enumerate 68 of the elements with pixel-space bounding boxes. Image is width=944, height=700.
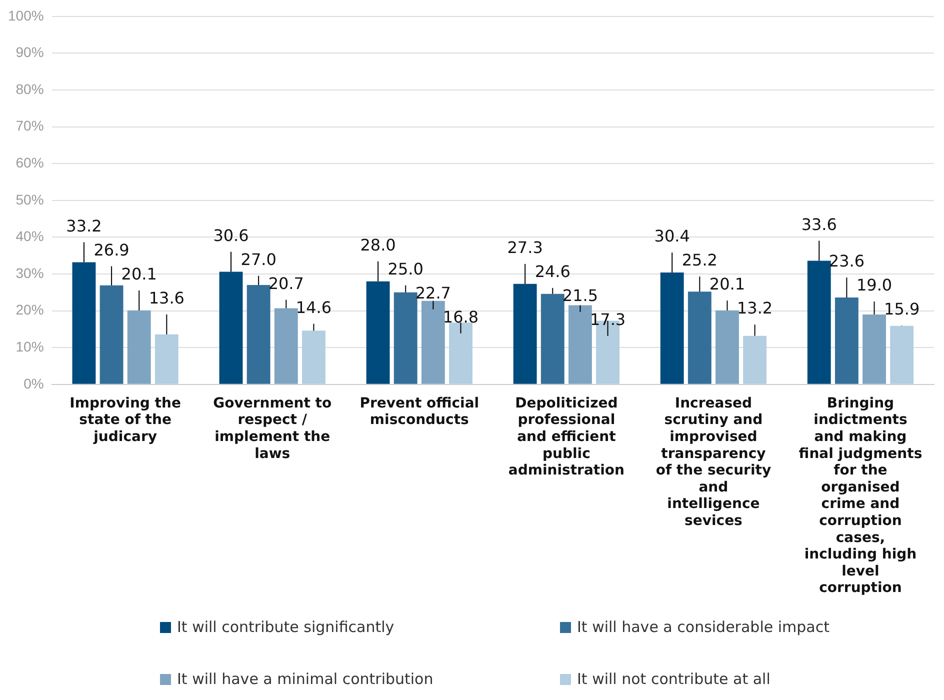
- bar: [302, 330, 326, 384]
- y-tick-label: 90%: [16, 44, 44, 60]
- bar: [513, 284, 537, 384]
- data-label: 25.0: [388, 260, 424, 279]
- bar: [862, 314, 886, 384]
- data-label: 23.6: [828, 252, 865, 271]
- x-tick-label: Prevent official misconducts: [360, 395, 480, 428]
- bar: [660, 272, 684, 384]
- bar: [421, 300, 445, 384]
- data-label: 20.1: [121, 264, 157, 284]
- bar: [394, 292, 418, 384]
- data-label: 33.2: [66, 216, 102, 236]
- x-tick-label: Increased scrutiny and improvised transparency of the security and intelligence sevices: [656, 395, 772, 530]
- y-tick-label: 80%: [16, 80, 44, 97]
- bar: [72, 262, 96, 384]
- legend-label: It will contribute significantly: [177, 618, 394, 636]
- y-tick-label: 20%: [16, 302, 44, 318]
- data-label: 14.6: [296, 298, 332, 317]
- bar: [540, 294, 564, 384]
- x-tick-label: Government to respect / implement the laws: [213, 395, 332, 462]
- bar: [449, 322, 472, 384]
- y-tick-label: 50%: [16, 191, 44, 208]
- y-tick-label: 100%: [8, 7, 44, 24]
- category-label: Bringing indictments and making final judgments for the organised crime and corruption cases, including high level corruption: [798, 395, 922, 596]
- bar: [366, 281, 390, 384]
- bar: [154, 334, 178, 384]
- bar: [568, 305, 592, 384]
- data-label: 28.0: [360, 236, 396, 255]
- data-label: 30.6: [213, 226, 249, 245]
- x-tick-label: Improving the state of the judicary: [70, 395, 181, 446]
- data-label: 30.4: [654, 226, 690, 246]
- data-label: 27.0: [240, 250, 276, 269]
- legend-label: It will not contribute at all: [577, 670, 770, 688]
- data-label: 16.8: [442, 308, 479, 327]
- bar: [890, 326, 914, 384]
- bar: [219, 272, 243, 384]
- bar: [834, 298, 858, 384]
- legend-label: It will have a minimal contribution: [177, 670, 434, 688]
- data-label: 13.2: [736, 298, 773, 318]
- bar: [246, 285, 270, 384]
- bar: [807, 260, 831, 384]
- x-tick-label: Depoliticized professional and efficient public administration: [508, 395, 624, 479]
- data-label: 20.7: [268, 274, 304, 293]
- y-tick-label: 30%: [16, 264, 44, 281]
- y-tick-label: 60%: [16, 154, 44, 170]
- data-label: 33.6: [801, 214, 837, 234]
- data-label: 19.0: [856, 276, 892, 295]
- bar: [127, 310, 151, 384]
- data-label: 25.2: [682, 250, 718, 270]
- bar: [743, 336, 767, 384]
- y-tick-label: 0%: [24, 375, 44, 392]
- bar: [274, 308, 298, 384]
- bar: [716, 310, 739, 384]
- data-label: 27.3: [507, 238, 543, 258]
- data-label: 20.1: [709, 274, 746, 294]
- legend-label: It will have a considerable impact: [577, 618, 830, 636]
- y-tick-label: 10%: [16, 338, 44, 354]
- bar: [100, 285, 124, 384]
- data-label: 17.3: [590, 310, 626, 330]
- data-label: 15.9: [884, 300, 920, 319]
- data-label: 26.9: [94, 240, 130, 260]
- data-label: 21.5: [562, 286, 598, 306]
- data-label: 13.6: [148, 288, 184, 308]
- data-label: 22.7: [415, 284, 451, 303]
- data-label: 24.6: [534, 262, 570, 282]
- y-tick-label: 40%: [16, 228, 44, 244]
- bar: [688, 292, 712, 384]
- y-tick-label: 70%: [16, 118, 44, 134]
